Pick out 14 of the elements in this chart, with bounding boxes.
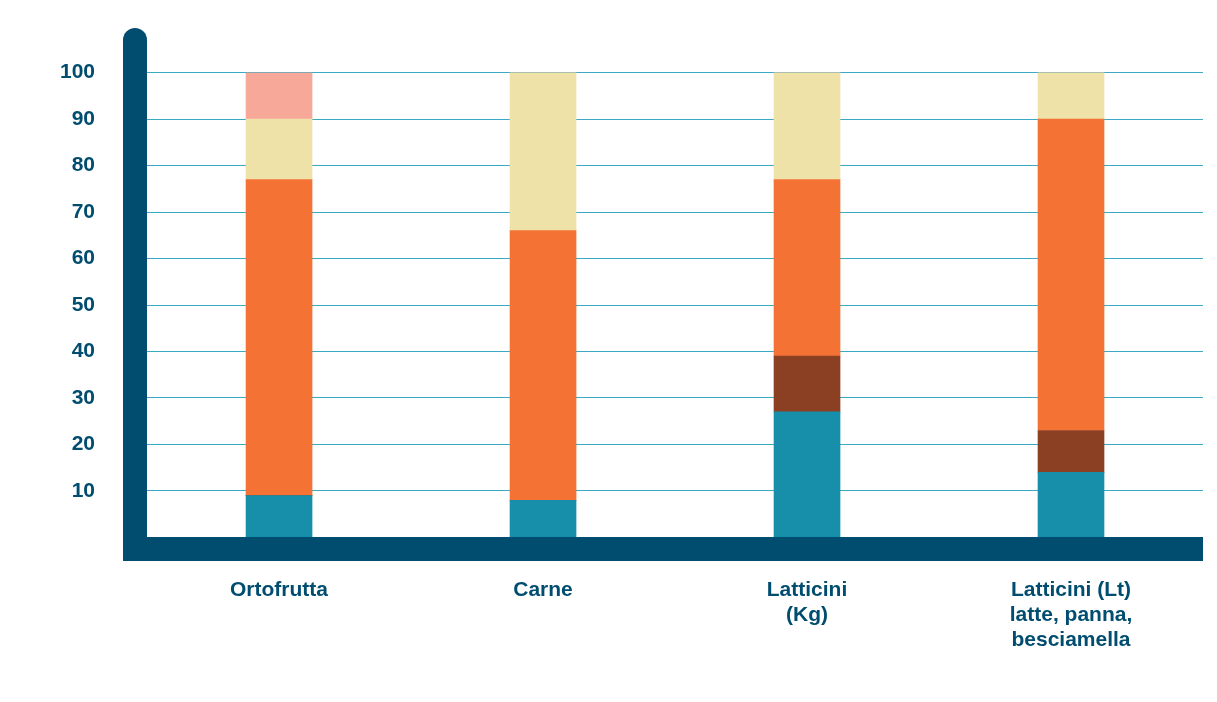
y-tick-label: 20	[71, 431, 96, 455]
y-tick-label: 100	[59, 59, 96, 83]
y-tick-label: 40	[71, 338, 96, 362]
y-tick-label: 30	[71, 384, 96, 408]
y-tick-label: 70	[71, 198, 96, 222]
y-tick-label: 10	[71, 477, 96, 501]
x-tick-label: Latticini (Kg)	[766, 576, 848, 625]
x-tick-label: Latticini (Lt) latte, panna, besciamella	[1009, 576, 1133, 651]
x-tick-label: Ortofrutta	[230, 576, 329, 600]
y-tick-label: 80	[71, 152, 96, 176]
y-tick-label: 50	[71, 291, 96, 315]
y-tick-label: 90	[71, 105, 96, 129]
x-tick-label: Carne	[513, 576, 573, 600]
y-tick-label: 60	[71, 245, 96, 269]
